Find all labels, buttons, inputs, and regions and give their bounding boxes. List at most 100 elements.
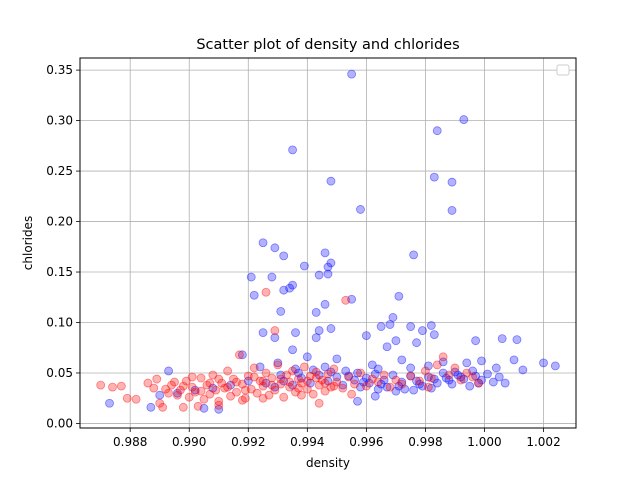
data-point-blue (288, 280, 297, 290)
data-point-red (350, 379, 359, 389)
data-point-blue (288, 145, 297, 155)
data-point-red (474, 378, 483, 388)
data-point-red (320, 386, 330, 396)
data-point-red (299, 362, 309, 372)
data-point-blue (474, 378, 483, 388)
data-point-red (314, 398, 324, 408)
data-point-blue (370, 369, 380, 379)
data-point-blue (208, 383, 218, 393)
data-point-blue (500, 378, 510, 388)
data-point-blue (332, 354, 342, 364)
data-point-red (187, 372, 197, 382)
data-point-red (240, 385, 250, 395)
data-point-red (190, 387, 200, 397)
data-point-blue (267, 272, 277, 282)
data-point-red (243, 371, 253, 381)
x-tick-label: 0.992 (231, 435, 265, 449)
data-point-red (329, 381, 339, 391)
data-point-blue (320, 299, 330, 309)
data-point-red (356, 368, 365, 378)
data-point-red (432, 360, 442, 370)
data-point-red (276, 379, 286, 389)
data-point-red (317, 375, 327, 385)
x-axis-label: density (306, 456, 350, 470)
data-point-blue (320, 248, 330, 258)
data-point-red (149, 383, 159, 393)
data-point-blue (450, 367, 460, 377)
data-point-red (240, 393, 250, 403)
data-point-blue (173, 388, 182, 398)
data-point-red (155, 398, 165, 408)
data-point-blue (294, 368, 303, 378)
data-point-blue (311, 333, 321, 343)
data-point-red (237, 379, 247, 389)
data-point-red (276, 374, 286, 384)
data-point-blue (291, 328, 300, 338)
data-point-red (323, 369, 333, 379)
data-point-red (367, 374, 377, 384)
y-tick-label: 0.05 (46, 366, 73, 380)
x-tick-label: 0.998 (408, 435, 442, 449)
data-point-red (385, 382, 395, 392)
data-point-red (261, 368, 271, 378)
data-point-red (415, 376, 424, 386)
data-point-red (258, 393, 268, 403)
data-point-red (273, 360, 283, 370)
data-point-red (211, 385, 221, 395)
data-point-blue (279, 251, 289, 261)
data-point-blue (353, 396, 362, 406)
data-point-blue (146, 402, 156, 412)
data-point-red (332, 377, 342, 387)
data-point-blue (488, 377, 498, 387)
data-point-blue (347, 294, 357, 304)
data-point-blue (471, 336, 481, 346)
data-point-blue (299, 261, 309, 271)
data-point-red (249, 363, 259, 373)
data-point-blue (550, 361, 560, 371)
data-point-blue (370, 391, 380, 401)
data-point-red (258, 381, 268, 391)
data-point-blue (155, 390, 165, 400)
data-point-blue (409, 385, 419, 395)
data-point-red (456, 375, 466, 385)
data-point-blue (406, 322, 416, 331)
data-point-blue (391, 336, 401, 346)
data-point-blue (359, 377, 368, 387)
data-point-blue (432, 126, 442, 136)
data-point-red (214, 396, 224, 406)
x-tick-label: 1.002 (526, 435, 560, 449)
y-tick-label: 0.30 (46, 114, 73, 128)
data-point-blue (288, 380, 297, 390)
y-tick-label: 0.35 (46, 63, 73, 77)
data-point-red (223, 366, 233, 376)
data-point-blue (356, 205, 365, 214)
data-point-blue (279, 376, 289, 386)
data-point-blue (332, 372, 342, 382)
data-point-blue (226, 380, 235, 390)
data-point-blue (323, 262, 333, 272)
data-point-red (226, 391, 235, 401)
data-point-blue (364, 378, 374, 388)
data-point-red (305, 371, 315, 381)
data-point-red (326, 382, 336, 392)
data-point-red (450, 363, 460, 373)
data-point-blue (447, 206, 457, 215)
grid-lines (80, 58, 576, 428)
data-point-blue (190, 385, 200, 395)
data-point-blue (388, 370, 398, 380)
data-point-blue (326, 324, 336, 333)
data-point-blue (270, 333, 280, 343)
data-point-blue (285, 283, 295, 293)
data-point-blue (406, 363, 416, 373)
data-point-red (164, 388, 173, 398)
data-point-red (320, 378, 330, 388)
data-point-red (279, 392, 289, 402)
data-point-blue (314, 326, 324, 335)
y-tick-label: 0.25 (46, 164, 73, 178)
data-point-red (122, 393, 132, 403)
data-point-red (196, 373, 206, 383)
data-point-red (173, 390, 182, 400)
data-point-red (205, 378, 215, 388)
data-point-blue (459, 374, 469, 384)
data-point-blue (350, 375, 359, 385)
